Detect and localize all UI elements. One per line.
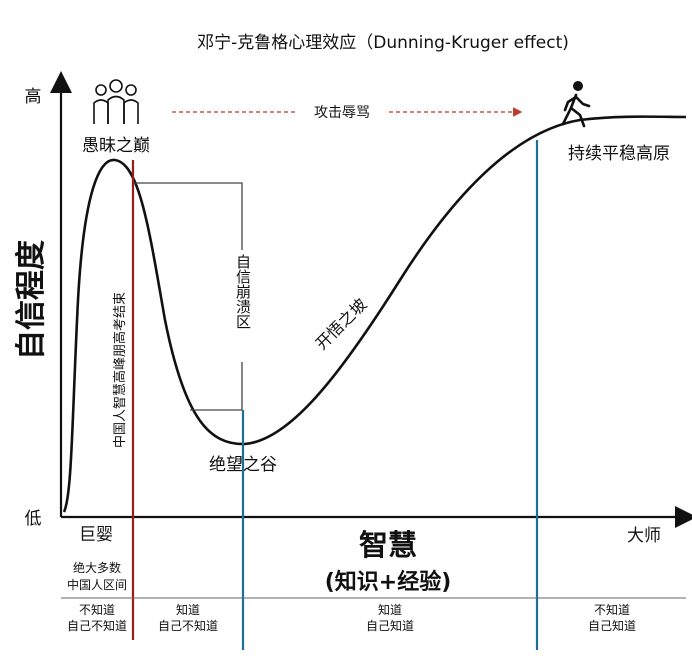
collapse-zone-bracket bbox=[133, 182, 243, 250]
vertical-note: 中国人智慧高峰朋高考结束 bbox=[112, 292, 128, 448]
x-axis-subtitle: (知识+经验) bbox=[325, 569, 452, 595]
y-axis-high-label: 高 bbox=[25, 87, 42, 107]
valley-label: 绝望之谷 bbox=[209, 455, 277, 475]
bottom-note-line2: 中国人区间 bbox=[67, 577, 127, 592]
x-axis-start-label: 巨婴 bbox=[79, 525, 113, 545]
quadrant-2-line1: 知道 bbox=[176, 603, 200, 617]
peak-label: 愚昧之巅 bbox=[82, 136, 150, 156]
quadrant-3-line1: 知道 bbox=[378, 603, 402, 617]
quadrant-2-line2: 自己不知道 bbox=[158, 619, 218, 633]
x-axis-end-label: 大师 bbox=[627, 526, 661, 546]
quadrant-1-line1: 不知道 bbox=[79, 603, 115, 617]
plateau-label: 持续平稳高原 bbox=[568, 144, 670, 164]
diagram-title: 邓宁-克鲁格心理效应（Dunning-Kruger effect) bbox=[197, 33, 569, 53]
attack-label: 攻击辱骂 bbox=[314, 105, 370, 121]
attack-label-bg bbox=[298, 100, 386, 122]
quadrant-4-line2: 自己知道 bbox=[588, 619, 636, 633]
collapse-zone-label: 自信崩溃区 bbox=[234, 254, 252, 329]
confidence-curve bbox=[62, 115, 687, 513]
slope-label: 开悟之坡 bbox=[312, 295, 371, 354]
quadrant-1-line2: 自己不知道 bbox=[67, 619, 127, 633]
x-axis-title: 智慧 bbox=[359, 528, 417, 562]
quadrant-3-line2: 自己知道 bbox=[366, 619, 414, 633]
walking-person-icon bbox=[561, 81, 591, 128]
quadrant-4-line1: 不知道 bbox=[594, 603, 630, 617]
group-people-icon bbox=[93, 79, 139, 124]
y-axis-low-label: 低 bbox=[25, 509, 42, 529]
bottom-note-line1: 绝大多数 bbox=[73, 560, 121, 575]
y-axis-title: 自信程度 bbox=[14, 240, 49, 360]
